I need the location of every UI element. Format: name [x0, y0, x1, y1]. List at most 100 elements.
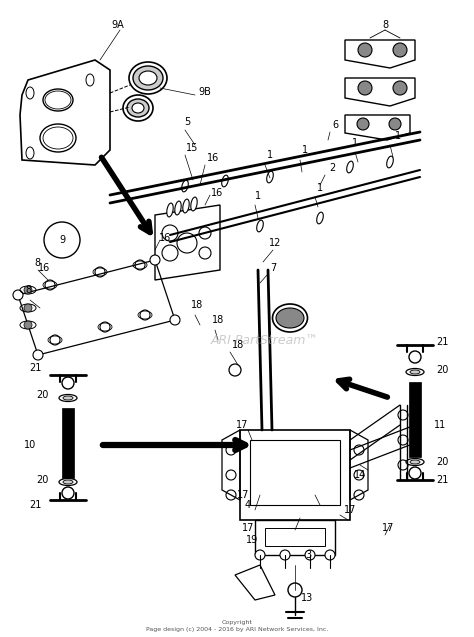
Text: 1: 1: [395, 131, 401, 141]
Bar: [250, 440, 340, 505]
Text: 17: 17: [236, 420, 248, 430]
Ellipse shape: [406, 459, 424, 466]
Ellipse shape: [175, 201, 181, 215]
Ellipse shape: [167, 203, 173, 217]
Circle shape: [325, 550, 335, 560]
Text: 21: 21: [436, 337, 448, 347]
Ellipse shape: [410, 460, 420, 464]
Text: 18: 18: [191, 300, 203, 310]
Bar: [255, 520, 335, 555]
Circle shape: [409, 351, 421, 363]
Text: 8: 8: [25, 285, 31, 295]
Circle shape: [13, 290, 23, 300]
Text: 12: 12: [269, 238, 281, 248]
Ellipse shape: [63, 396, 73, 400]
Ellipse shape: [129, 62, 167, 94]
Ellipse shape: [346, 161, 353, 173]
Text: 1: 1: [302, 145, 308, 155]
Text: 1: 1: [352, 138, 358, 148]
Text: 16: 16: [38, 263, 50, 273]
Bar: [62, 408, 74, 478]
Text: 9: 9: [59, 235, 65, 245]
Circle shape: [229, 364, 241, 376]
Bar: [409, 382, 421, 457]
Text: 13: 13: [301, 593, 313, 603]
Ellipse shape: [387, 156, 393, 168]
Circle shape: [358, 81, 372, 95]
Text: 21: 21: [29, 363, 41, 373]
Ellipse shape: [182, 180, 188, 192]
Text: 9B: 9B: [199, 87, 211, 97]
Text: 16: 16: [211, 188, 223, 198]
Text: 17: 17: [242, 523, 254, 533]
Text: Copyright
Page design (c) 2004 - 2016 by ARI Network Services, Inc.: Copyright Page design (c) 2004 - 2016 by…: [146, 620, 328, 632]
Text: 14: 14: [354, 470, 366, 480]
Circle shape: [24, 286, 32, 294]
Circle shape: [357, 118, 369, 130]
Text: 7: 7: [270, 263, 276, 273]
Text: 16: 16: [159, 233, 171, 243]
Circle shape: [33, 350, 43, 360]
Circle shape: [389, 118, 401, 130]
Bar: [240, 430, 350, 520]
Ellipse shape: [63, 480, 73, 484]
Circle shape: [170, 315, 180, 325]
Circle shape: [358, 43, 372, 57]
Circle shape: [393, 81, 407, 95]
Circle shape: [62, 487, 74, 499]
Circle shape: [305, 550, 315, 560]
Text: 19: 19: [246, 535, 258, 545]
Text: 20: 20: [436, 457, 448, 467]
Circle shape: [255, 550, 265, 560]
Text: 18: 18: [232, 340, 244, 350]
Text: 17: 17: [237, 490, 249, 500]
Ellipse shape: [410, 370, 420, 374]
Circle shape: [24, 321, 32, 329]
Ellipse shape: [133, 66, 163, 90]
Text: 20: 20: [36, 390, 48, 400]
Text: 15: 15: [186, 143, 198, 153]
Text: ARI PartStream™: ARI PartStream™: [211, 334, 319, 347]
Text: 11: 11: [434, 420, 446, 430]
Ellipse shape: [276, 308, 304, 328]
Circle shape: [409, 467, 421, 479]
Ellipse shape: [273, 304, 308, 332]
Ellipse shape: [257, 220, 263, 232]
Ellipse shape: [222, 175, 228, 187]
Ellipse shape: [123, 95, 153, 121]
Text: 10: 10: [24, 440, 36, 450]
Ellipse shape: [139, 71, 157, 85]
Circle shape: [150, 255, 160, 265]
Circle shape: [393, 43, 407, 57]
Text: 2: 2: [329, 163, 335, 173]
Ellipse shape: [132, 103, 144, 113]
Text: 20: 20: [436, 365, 448, 375]
Text: 1: 1: [317, 183, 323, 193]
Text: 16: 16: [207, 153, 219, 163]
Circle shape: [280, 550, 290, 560]
Text: 18: 18: [212, 315, 224, 325]
Bar: [265, 528, 325, 546]
Text: 17: 17: [344, 505, 356, 515]
Text: 3: 3: [305, 550, 311, 560]
Circle shape: [288, 583, 302, 597]
Text: 20: 20: [36, 475, 48, 485]
Text: 8: 8: [34, 258, 40, 268]
Text: 1: 1: [267, 150, 273, 160]
Text: 8: 8: [382, 20, 388, 30]
Text: 21: 21: [436, 475, 448, 485]
Ellipse shape: [406, 368, 424, 375]
Text: 4: 4: [245, 500, 251, 510]
Text: 5: 5: [184, 117, 190, 127]
Circle shape: [62, 377, 74, 389]
Ellipse shape: [127, 99, 149, 117]
Ellipse shape: [59, 478, 77, 485]
Text: 17: 17: [382, 523, 394, 533]
Ellipse shape: [191, 197, 197, 211]
Circle shape: [24, 304, 32, 312]
Text: 1: 1: [255, 191, 261, 201]
Ellipse shape: [59, 394, 77, 401]
Text: 9A: 9A: [111, 20, 124, 30]
Ellipse shape: [267, 171, 273, 183]
Ellipse shape: [183, 199, 189, 213]
